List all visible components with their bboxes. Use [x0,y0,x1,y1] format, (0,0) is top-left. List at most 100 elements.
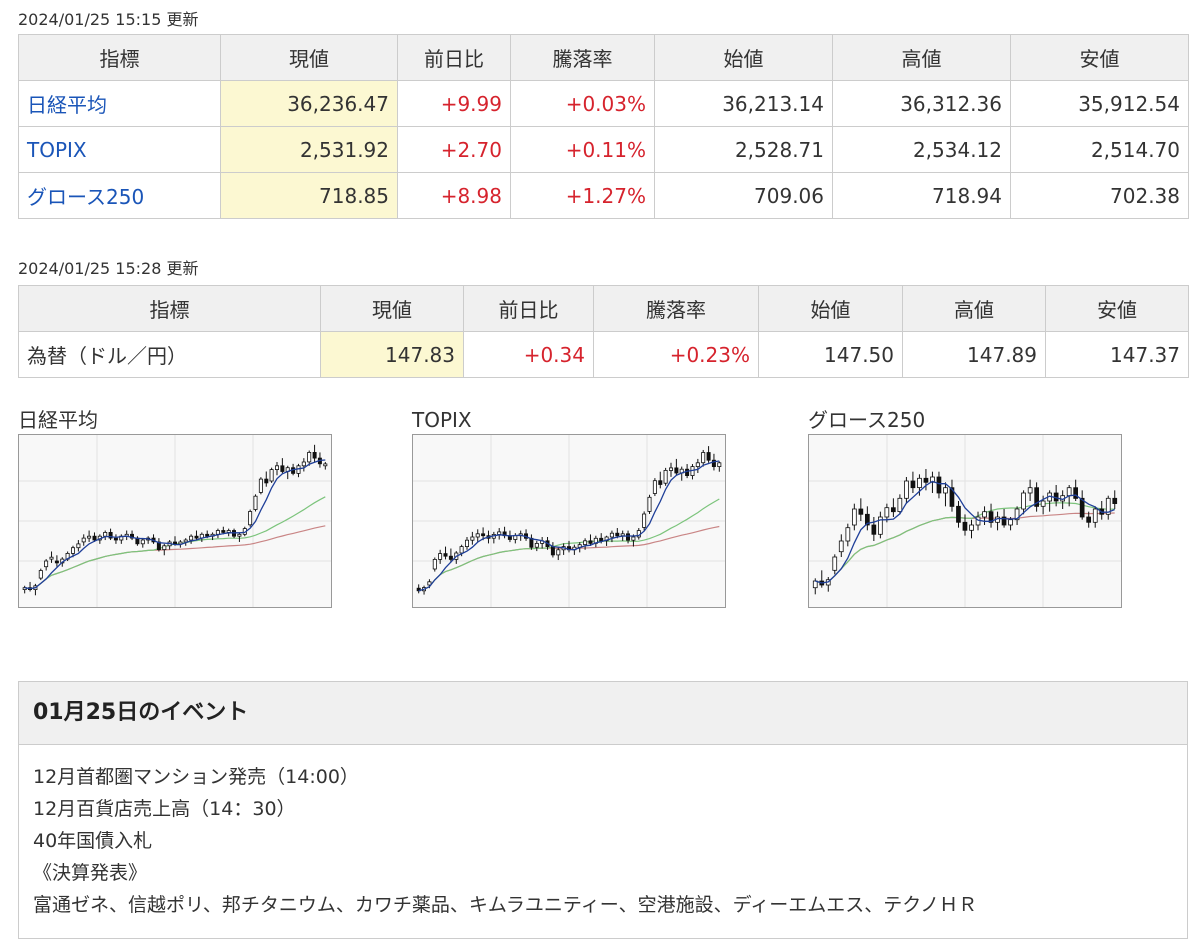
candle [38,568,43,581]
col-header-change: 前日比 [397,34,511,81]
candle-body [663,470,668,484]
high-value: 147.89 [902,331,1046,378]
current-value: 147.83 [320,331,464,378]
candle [858,498,864,521]
candle [604,535,609,546]
candle [307,450,312,466]
list-item: 12月百貨店売上高（14：30） [33,798,296,820]
candle [1112,490,1118,509]
candle [566,540,571,553]
candle [54,555,59,567]
candle [162,543,167,556]
candle [189,534,194,544]
candle-body [237,533,242,537]
candle-body [427,581,432,586]
chart-growth250: グロース250 [808,406,1128,608]
candle-body [1040,500,1046,507]
candle [1027,479,1033,501]
candle [432,557,437,572]
chart-title: 日経平均 [18,408,98,432]
candle-body [221,530,226,533]
current-value: 718.85 [220,172,398,219]
candle [416,584,421,594]
candle-body [943,487,948,494]
candle [706,446,711,463]
candle-body [845,527,851,542]
candle-body [949,487,955,507]
candle-body [513,535,518,540]
fx-header-row: 指標 現値 前日比 騰落率 始値 高値 安値 [18,285,1189,332]
index-link-topix[interactable]: TOPIX [27,137,87,162]
candle-body [140,539,145,545]
rate-value: +1.27% [510,172,655,219]
candle [674,458,679,476]
open-value: 147.50 [758,331,903,378]
candle [642,511,647,531]
candle [534,540,539,552]
index-link-nikkei[interactable]: 日経平均 [27,93,107,117]
rate-value: +0.03% [510,80,655,127]
candle-body [871,524,877,535]
candle-body [280,465,285,472]
candle-body [1008,519,1013,526]
col-header-current: 現値 [220,34,398,81]
candle-body [459,546,464,554]
list-item: 《決算発表》 [33,862,148,884]
col-header-indicator: 指標 [18,34,221,81]
candle-body [1014,508,1020,521]
candle [323,461,328,470]
high-value: 2,534.12 [832,126,1011,173]
candle [103,530,108,541]
chart-area[interactable] [412,434,726,608]
col-header-open: 始値 [758,285,903,332]
candle-body [264,478,269,484]
ma-short-line [24,459,326,590]
candle [962,514,968,536]
fx-table: 指標 現値 前日比 騰落率 始値 高値 安値 為替（ドル／円） 147.83 +… [18,285,1189,378]
candle-body [54,560,59,564]
candle-body [706,452,711,461]
candle [33,583,38,596]
candle [717,461,722,472]
candle-body [930,476,935,483]
low-value: 147.37 [1045,331,1189,378]
candlestick-chart-topix [413,435,725,607]
candle [647,494,652,514]
col-header-rate: 騰落率 [510,34,655,81]
candle-body [448,555,453,560]
candle [812,578,818,595]
candle [663,467,668,486]
index-link-growth250[interactable]: グロース250 [27,185,145,209]
candle [1105,495,1111,520]
chart-area[interactable] [808,434,1122,608]
candle [910,471,916,493]
candle [540,537,545,549]
candle-body [838,540,844,553]
candle-body [668,467,673,471]
change-value: +2.70 [397,126,511,173]
indices-header-row: 指標 現値 前日比 騰落率 始値 高値 安値 [18,34,1189,81]
chart-topix: TOPIX [412,406,732,608]
candle-body [652,480,657,494]
candle [113,534,118,544]
candle [49,551,54,563]
candle [988,503,994,528]
indices-updated-time: 2024/01/25 15:15 更新 [18,10,199,29]
candle [76,540,81,552]
candle-body [172,541,177,545]
candle-body [642,513,647,528]
candle-body [1021,492,1026,510]
col-header-change: 前日比 [463,285,594,332]
events-title: 01月25日のイベント [19,682,1187,745]
high-value: 718.94 [832,172,1011,219]
candle [253,494,258,512]
candle-body [465,539,470,547]
chart-area[interactable] [18,434,332,608]
candle [891,498,896,517]
candle-body [852,508,857,526]
chart-title: TOPIX [412,408,472,432]
candle [1014,506,1020,525]
open-value: 2,528.71 [654,126,833,173]
table-row: グロース250 718.85 +8.98 +1.27% 709.06 718.9… [18,172,1189,219]
candle [156,538,161,552]
